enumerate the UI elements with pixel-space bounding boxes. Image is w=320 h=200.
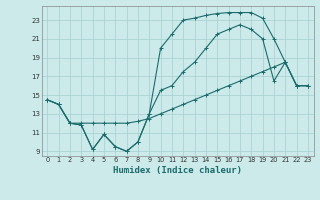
X-axis label: Humidex (Indice chaleur): Humidex (Indice chaleur) — [113, 166, 242, 175]
